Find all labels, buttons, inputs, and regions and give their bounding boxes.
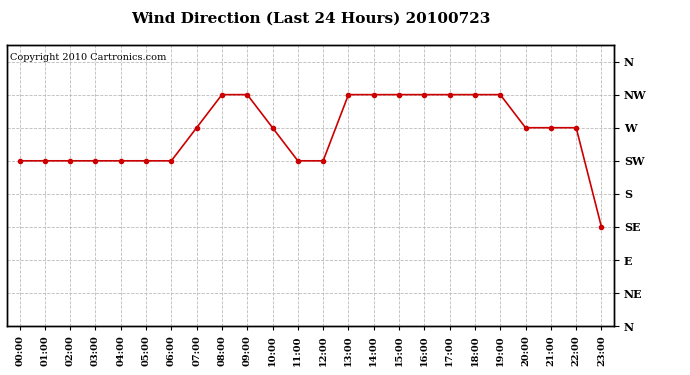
Text: Copyright 2010 Cartronics.com: Copyright 2010 Cartronics.com [10, 54, 166, 62]
Text: Wind Direction (Last 24 Hours) 20100723: Wind Direction (Last 24 Hours) 20100723 [131, 11, 490, 25]
